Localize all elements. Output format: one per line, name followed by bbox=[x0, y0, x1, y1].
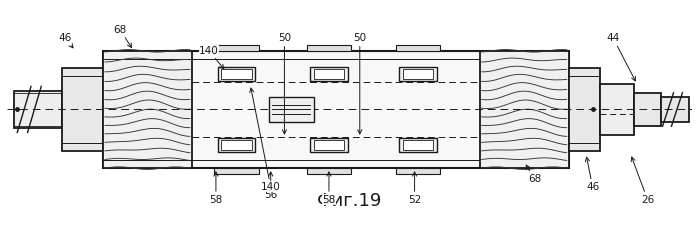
Bar bbox=[403, 140, 433, 150]
Bar bbox=[314, 140, 345, 150]
Bar bbox=[14, 91, 62, 128]
Text: 58: 58 bbox=[209, 172, 222, 204]
Bar bbox=[307, 168, 351, 174]
Bar bbox=[634, 93, 661, 126]
Bar bbox=[310, 138, 348, 152]
Text: Фиг.19: Фиг.19 bbox=[317, 192, 382, 210]
Bar bbox=[480, 51, 569, 168]
Text: 26: 26 bbox=[631, 157, 654, 204]
Bar bbox=[310, 67, 348, 81]
Text: 68: 68 bbox=[526, 165, 541, 183]
Text: 46: 46 bbox=[59, 33, 73, 48]
Bar bbox=[307, 45, 351, 51]
Text: 46: 46 bbox=[585, 157, 599, 192]
Bar bbox=[314, 69, 345, 79]
Bar bbox=[62, 68, 103, 151]
Bar bbox=[396, 168, 440, 174]
Text: 68: 68 bbox=[113, 25, 131, 48]
Text: 140: 140 bbox=[250, 88, 280, 192]
Bar bbox=[396, 45, 440, 51]
Bar bbox=[569, 68, 600, 151]
Bar bbox=[399, 138, 437, 152]
Bar bbox=[661, 97, 689, 122]
Bar bbox=[214, 45, 259, 51]
Text: 50: 50 bbox=[353, 33, 366, 134]
Text: 52: 52 bbox=[408, 172, 421, 204]
Bar bbox=[600, 84, 634, 135]
Bar bbox=[399, 67, 437, 81]
Bar bbox=[217, 67, 255, 81]
Text: 50: 50 bbox=[278, 33, 291, 134]
Bar bbox=[221, 69, 252, 79]
Bar bbox=[221, 140, 252, 150]
Bar bbox=[217, 138, 255, 152]
Text: 140: 140 bbox=[199, 46, 224, 69]
Text: 44: 44 bbox=[607, 33, 635, 81]
Bar bbox=[214, 168, 259, 174]
Bar bbox=[269, 97, 314, 122]
Text: 56: 56 bbox=[264, 172, 278, 200]
Bar bbox=[103, 51, 569, 168]
Bar bbox=[403, 69, 433, 79]
Bar bbox=[103, 51, 192, 168]
Text: 58: 58 bbox=[322, 172, 336, 204]
